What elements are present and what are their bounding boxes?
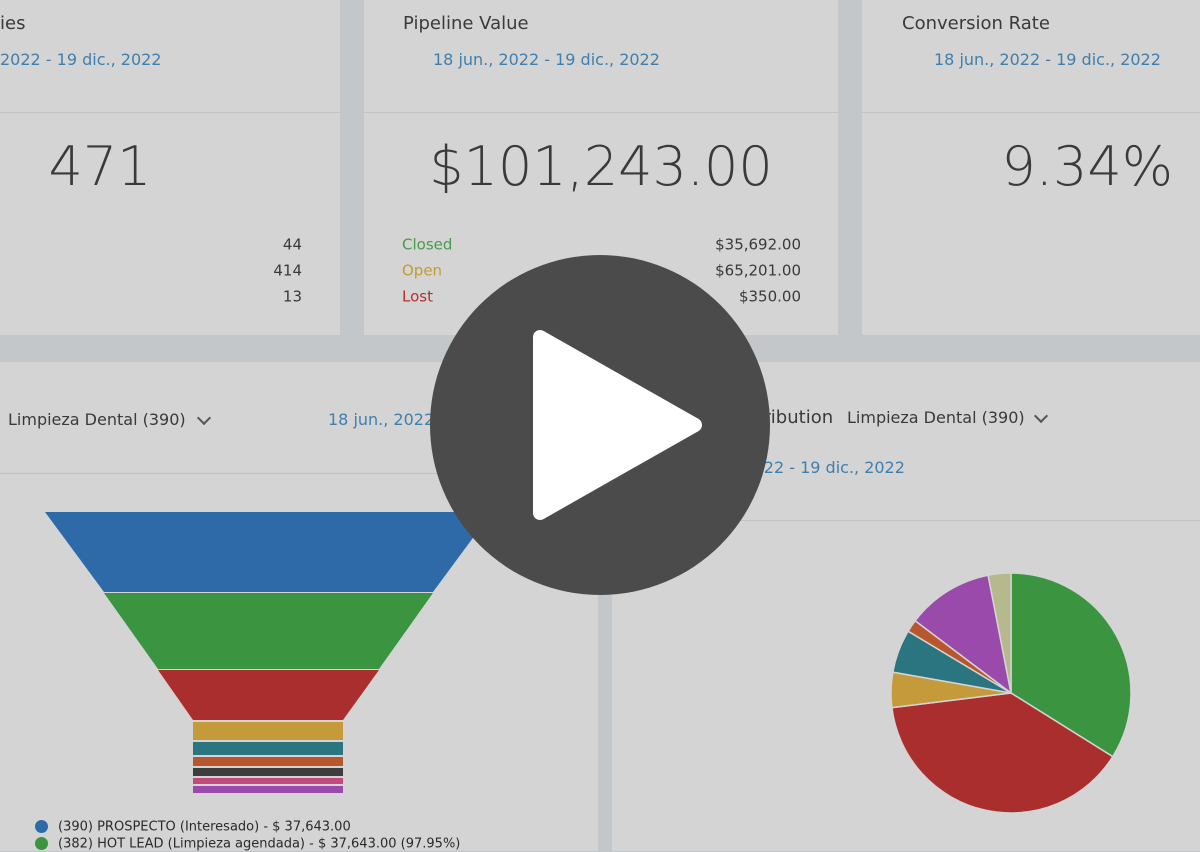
card-row: 44 (282, 235, 302, 254)
card-title: Conversion Rate (902, 13, 1050, 34)
pie-slice (987, 572, 1012, 694)
card-title: ies (0, 13, 26, 34)
card-title: Pipeline Value (403, 13, 529, 34)
pie (890, 572, 1132, 814)
card-row: 414 (273, 261, 302, 280)
funnel-stage (193, 778, 343, 784)
divider (0, 473, 598, 474)
funnel-stage (193, 786, 343, 793)
card-value: 471 (48, 135, 152, 198)
play-button[interactable] (430, 255, 770, 595)
legend-item: (382) HOT LEAD (Limpieza agendada) - $ 3… (58, 836, 461, 852)
play-icon[interactable] (533, 330, 702, 520)
status-amount: $35,692.00 (715, 235, 801, 254)
funnel-stage (158, 670, 379, 720)
funnel-stage (193, 722, 343, 740)
status-amount: $350.00 (738, 287, 801, 306)
conversion-card (862, 0, 1200, 335)
divider (862, 112, 1200, 113)
pie-slice (1010, 572, 1132, 758)
card-date: 2022 - 19 dic., 2022 (0, 50, 162, 69)
funnel-stage (104, 593, 433, 669)
legend-dot (35, 837, 48, 850)
legend-dot (35, 820, 48, 833)
status-amount: $65,201.00 (715, 261, 801, 280)
status-label: Closed (402, 235, 453, 254)
funnel (45, 512, 492, 793)
pie-slice (914, 574, 1013, 695)
distribution-filter[interactable]: Limpieza Dental (390) (847, 408, 1025, 427)
pipeline-filter[interactable]: Limpieza Dental (390) (8, 410, 186, 429)
card-value: 9.34% (1001, 135, 1173, 198)
funnel-stage (193, 742, 343, 755)
funnel-stage (193, 768, 343, 776)
leads-card (0, 0, 340, 335)
pie-slice (891, 692, 1114, 814)
card-value: $101,243.00 (429, 135, 773, 198)
funnel-stage (193, 757, 343, 766)
status-label: Open (402, 261, 443, 280)
legend-item: (390) PROSPECTO (Interesado) - $ 37,643.… (58, 819, 351, 835)
funnel-stage (45, 512, 492, 592)
divider (0, 112, 340, 113)
card-row: 13 (282, 287, 302, 306)
divider (612, 520, 1200, 521)
status-label: Lost (402, 287, 433, 306)
card-date: 18 jun., 2022 - 19 dic., 2022 (934, 50, 1161, 69)
divider (364, 112, 838, 113)
card-date: 18 jun., 2022 - 19 dic., 2022 (433, 50, 660, 69)
